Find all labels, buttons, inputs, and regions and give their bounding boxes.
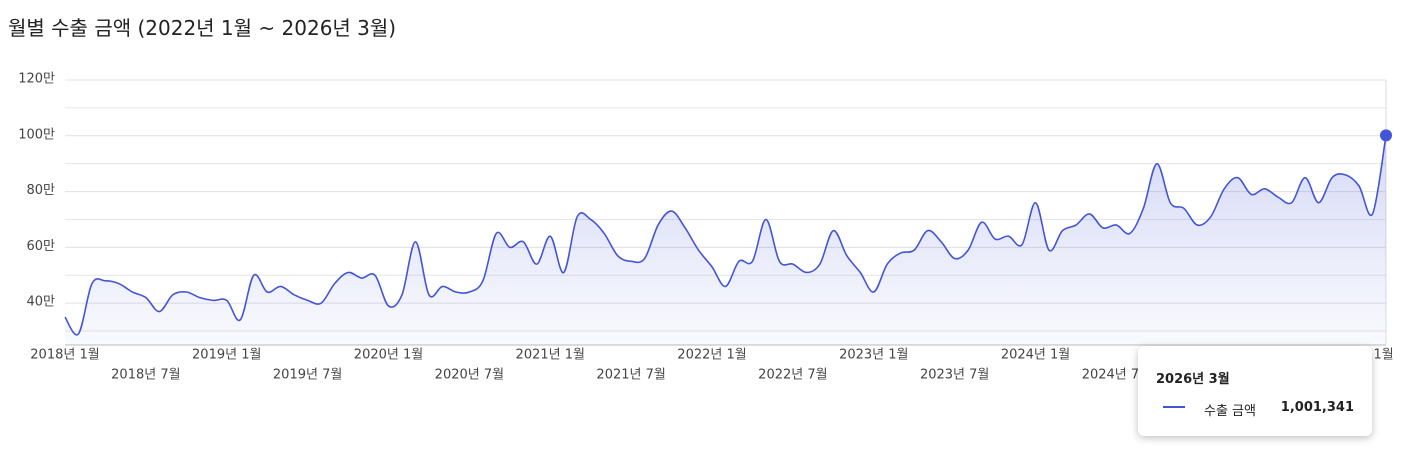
tooltip-swatch: [1163, 406, 1185, 408]
tooltip-title: 2026년 3월: [1156, 372, 1230, 387]
y-tick-label: 80만: [26, 183, 55, 198]
x-tick-label: 2020년 7월: [435, 368, 504, 383]
tooltip: 2026년 3월 수출 금액 1,001,341: [1138, 346, 1372, 436]
x-tick-label: 2024년 7월: [1082, 368, 1151, 383]
y-tick-label: 40만: [26, 295, 55, 310]
x-tick-label: 2019년 1월: [192, 348, 261, 363]
x-tick-label: 2022년 1월: [677, 348, 746, 363]
highlight-point: [1380, 129, 1392, 142]
y-tick-label: 100만: [18, 127, 55, 142]
x-tick-label: 2023년 1월: [839, 348, 908, 363]
y-tick-label: 60만: [26, 239, 55, 254]
x-tick-label: 2023년 7월: [920, 368, 989, 383]
x-tick-label: 2018년 1월: [30, 348, 99, 363]
y-tick-label: 120만: [18, 72, 55, 87]
line: [64, 135, 1387, 336]
area: [65, 135, 1386, 345]
x-tick-label: 2018년 7월: [111, 368, 180, 383]
x-tick-label: 2022년 7월: [758, 368, 827, 383]
x-tick-label: 2021년 1월: [516, 348, 585, 363]
tooltip-series: 수출 금액: [1204, 404, 1256, 419]
tooltip-value: 1,001,341: [1280, 400, 1354, 415]
x-tick-label: 2020년 1월: [354, 348, 423, 363]
x-tick-label: 2021년 7월: [596, 368, 665, 383]
x-tick-label: 2024년 1월: [1001, 348, 1070, 363]
chart-title: 월별 수출 금액 (2022년 1월 ~ 2026년 3월): [8, 16, 397, 40]
x-tick-label: 2019년 7월: [273, 368, 342, 383]
